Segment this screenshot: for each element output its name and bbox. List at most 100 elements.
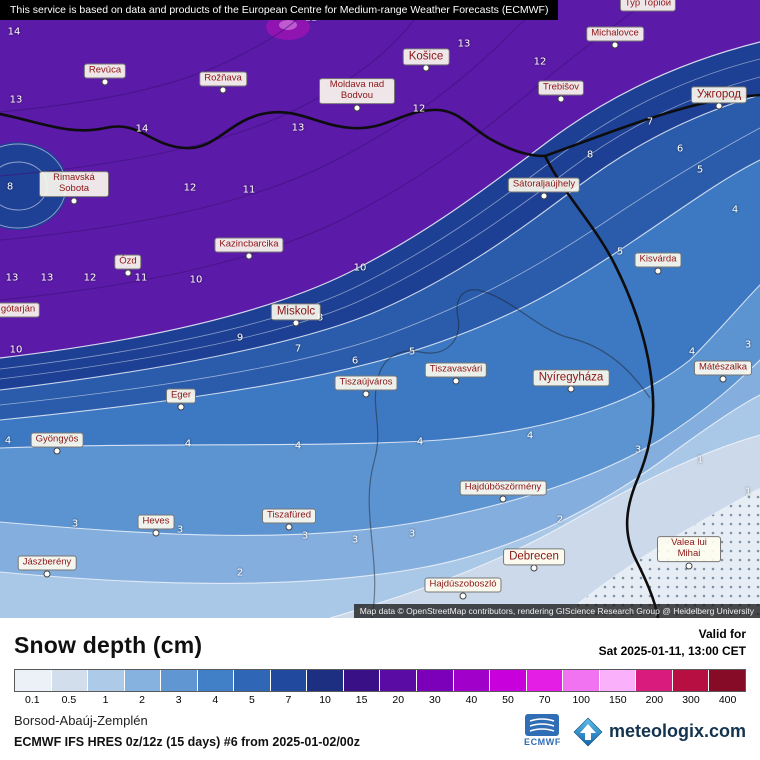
city-label: Tiszavasvári <box>424 362 488 378</box>
run-info-block: Borsod-Abaúj-Zemplén ECMWF IFS HRES 0z/1… <box>14 713 360 749</box>
legend-color-bar <box>14 668 746 692</box>
contour-value: 13 <box>40 272 54 284</box>
city-label: Ózd <box>114 254 142 270</box>
legend-swatch-400 <box>709 669 745 691</box>
contour-value: 2 <box>556 514 564 526</box>
legend-scale-label: 3 <box>175 693 182 706</box>
color-bands <box>0 0 760 618</box>
city-label: Тур Торіои <box>619 0 677 12</box>
contour-value: 7 <box>294 343 302 355</box>
city-marker <box>245 252 253 260</box>
legend-swatch-200 <box>636 669 673 691</box>
contour-value: 14 <box>7 26 21 38</box>
legend-swatch-10 <box>307 669 344 691</box>
city-marker <box>53 447 61 455</box>
contour-value: 13 <box>5 272 19 284</box>
contour-value: 5 <box>696 164 704 176</box>
legend-swatch-30 <box>417 669 454 691</box>
city-marker <box>353 104 361 112</box>
admin-borders <box>368 289 651 618</box>
local-minimum-blob <box>0 142 68 230</box>
legend-swatch-70 <box>526 669 564 691</box>
contour-value: 11 <box>242 184 256 196</box>
contour-value: 8 <box>586 149 594 161</box>
contour-value: 4 <box>416 436 424 448</box>
contour-value: 10 <box>189 274 203 286</box>
city-marker <box>70 197 78 205</box>
legend-swatch-15 <box>343 669 381 691</box>
map-canvas <box>0 0 760 618</box>
city-label: Hajdúböszörmény <box>459 480 547 496</box>
contour-value: 13 <box>457 38 471 50</box>
city-label: Trebišov <box>537 80 585 96</box>
city-marker <box>43 570 51 578</box>
city-label: gótarján <box>0 302 41 318</box>
contour-value: 3 <box>351 534 359 546</box>
city-label: Kazincbarcika <box>214 237 284 253</box>
contour-value: 10 <box>353 262 367 274</box>
meteologix-logo[interactable]: meteologix.com <box>573 717 746 747</box>
city-marker <box>715 102 723 110</box>
city-marker <box>540 192 548 200</box>
city-marker <box>611 41 619 49</box>
city-label: Revúca <box>83 63 127 79</box>
city-label: Debrecen <box>503 548 565 566</box>
legend-scale-label: 30 <box>428 693 441 706</box>
valid-for-label: Valid for <box>698 627 746 641</box>
contour-value: 12 <box>533 56 547 68</box>
contour-value: 12 <box>412 103 426 115</box>
valid-datetime: Sat 2025-01-11, 13:00 CET <box>598 643 746 658</box>
legend-scale-label: 4 <box>212 693 219 706</box>
city-marker <box>557 95 565 103</box>
city-label: Hajdúszoboszló <box>424 577 502 593</box>
contour-value: 11 <box>134 272 148 284</box>
city-label: Košice <box>402 48 450 66</box>
map-attribution: Map data © OpenStreetMap contributors, r… <box>353 604 760 618</box>
contour-value: 4 <box>294 440 302 452</box>
contour-value: 4 <box>688 346 696 358</box>
city-marker <box>567 385 575 393</box>
ecmwf-service-banner: This service is based on data and produc… <box>0 0 559 20</box>
contour-value: 6 <box>351 355 359 367</box>
contour-value: 6 <box>676 143 684 155</box>
contour-value: 4 <box>4 435 12 447</box>
city-marker <box>219 86 227 94</box>
city-label: Jászberény <box>17 555 77 571</box>
legend-swatch-0.1 <box>15 669 52 691</box>
contour-value: 4 <box>184 438 192 450</box>
legend-swatch-150 <box>599 669 637 691</box>
contour-value: 3 <box>301 530 309 542</box>
city-marker <box>124 269 132 277</box>
snow-depth-map[interactable]: Revúca Rožňava Košice Michalovce Moldava nad… <box>0 0 760 618</box>
contour-value: 2 <box>236 567 244 579</box>
legend-swatch-40 <box>453 669 491 691</box>
legend-swatch-7 <box>270 669 308 691</box>
contour-value: 12 <box>183 182 197 194</box>
contour-value: 5 <box>408 346 416 358</box>
legend-scale-label: 150 <box>609 693 627 706</box>
model-run-info: ECMWF IFS HRES 0z/12z (15 days) #6 from … <box>14 734 360 749</box>
legend-scale-label: 7 <box>285 693 292 706</box>
legend-swatch-20 <box>380 669 418 691</box>
legend-scale-label: 15 <box>355 693 368 706</box>
legend-scale-label: 100 <box>572 693 590 706</box>
city-marker <box>719 375 727 383</box>
ecmwf-logo[interactable]: ECMWF <box>524 713 561 747</box>
city-label: Ужгород <box>690 86 748 104</box>
city-label: Michalovce <box>586 26 644 42</box>
city-label: Moldava nad Bodvou <box>319 78 395 104</box>
city-label: Kisvárda <box>634 252 682 268</box>
contour-value: 13 <box>9 94 23 106</box>
city-label: Eger <box>165 388 197 404</box>
legend-scale-label: 0.5 <box>61 693 77 706</box>
legend-scale-label: 1 <box>102 693 109 706</box>
city-marker <box>530 564 538 572</box>
valid-time-block: Valid for Sat 2025-01-11, 13:00 CET <box>599 626 746 660</box>
city-marker <box>101 78 109 86</box>
city-marker <box>362 390 370 398</box>
legend-swatch-300 <box>672 669 710 691</box>
city-label: Valea lui Mihai <box>657 536 721 562</box>
legend-scale-label: 5 <box>248 693 255 706</box>
city-label: Heves <box>137 514 175 530</box>
legend-swatch-0.5 <box>51 669 89 691</box>
